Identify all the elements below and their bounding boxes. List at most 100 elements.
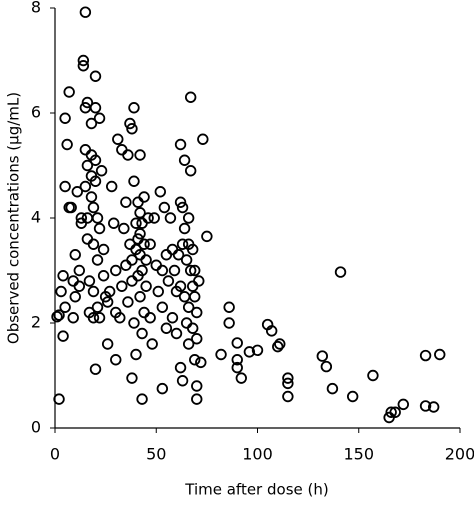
point [138,191,150,203]
point [180,254,193,266]
point [191,306,203,319]
point [186,280,199,292]
point [81,159,94,172]
point [243,346,256,358]
point [160,249,173,261]
point [71,186,83,198]
point [53,309,65,321]
point [128,317,140,329]
point [231,361,243,374]
point [87,285,100,298]
point [79,144,92,156]
point [51,311,63,323]
point [146,338,158,350]
point [110,354,122,366]
point [162,275,175,287]
point [189,291,201,303]
point [186,243,199,256]
point [120,259,132,271]
point [136,264,148,277]
x-tick-label: 50 [146,445,166,464]
point [166,312,179,324]
y-tick-label: 6 [31,103,41,122]
point [174,138,187,151]
point [89,363,102,375]
point [191,393,203,405]
point [126,372,138,384]
point [184,264,197,277]
point [134,228,146,240]
x-tick-label: 0 [50,445,60,464]
point [191,380,203,392]
point [367,369,379,382]
point [136,217,148,229]
point [101,338,114,350]
point [79,6,92,18]
point [134,291,146,303]
point [434,348,446,361]
point [193,275,205,287]
point [59,301,71,313]
point [65,201,77,214]
point [87,238,100,250]
y-tick-label: 2 [31,313,41,332]
point [83,275,96,287]
point [103,285,116,298]
point [168,264,181,277]
point [223,301,235,313]
point [182,212,195,224]
point [272,340,284,353]
point [186,322,199,334]
point [67,275,79,287]
point [138,238,150,250]
point [122,149,134,161]
point [427,401,440,413]
point [93,112,106,124]
point [118,222,130,235]
point [334,266,347,278]
point [142,212,154,224]
point [116,144,128,156]
point [261,318,274,331]
point [87,201,100,214]
x-tick-label: 150 [343,445,374,464]
point [389,406,401,418]
point [130,217,142,229]
point [231,337,243,349]
point [89,154,102,166]
point [79,180,92,193]
point [282,390,294,403]
point [180,317,193,329]
point [156,301,169,313]
point [320,360,333,373]
point [184,91,197,103]
point [134,149,146,161]
point [195,356,207,369]
point [172,249,185,261]
point [282,372,294,384]
point [105,180,118,193]
point [97,270,110,282]
point [73,264,86,277]
point [150,259,162,271]
point [57,270,69,282]
point [89,175,102,187]
point [197,133,209,145]
point [189,264,201,277]
point [189,354,201,366]
point [170,327,183,340]
point [101,296,114,308]
point [69,291,81,303]
point [164,212,177,224]
point [201,230,213,243]
point [191,333,203,345]
point [144,312,156,324]
point [97,243,110,256]
point [251,344,264,357]
point [178,222,191,235]
point [77,54,90,67]
point [419,349,432,362]
point [397,398,410,411]
x-tick-label: 200 [445,445,474,464]
